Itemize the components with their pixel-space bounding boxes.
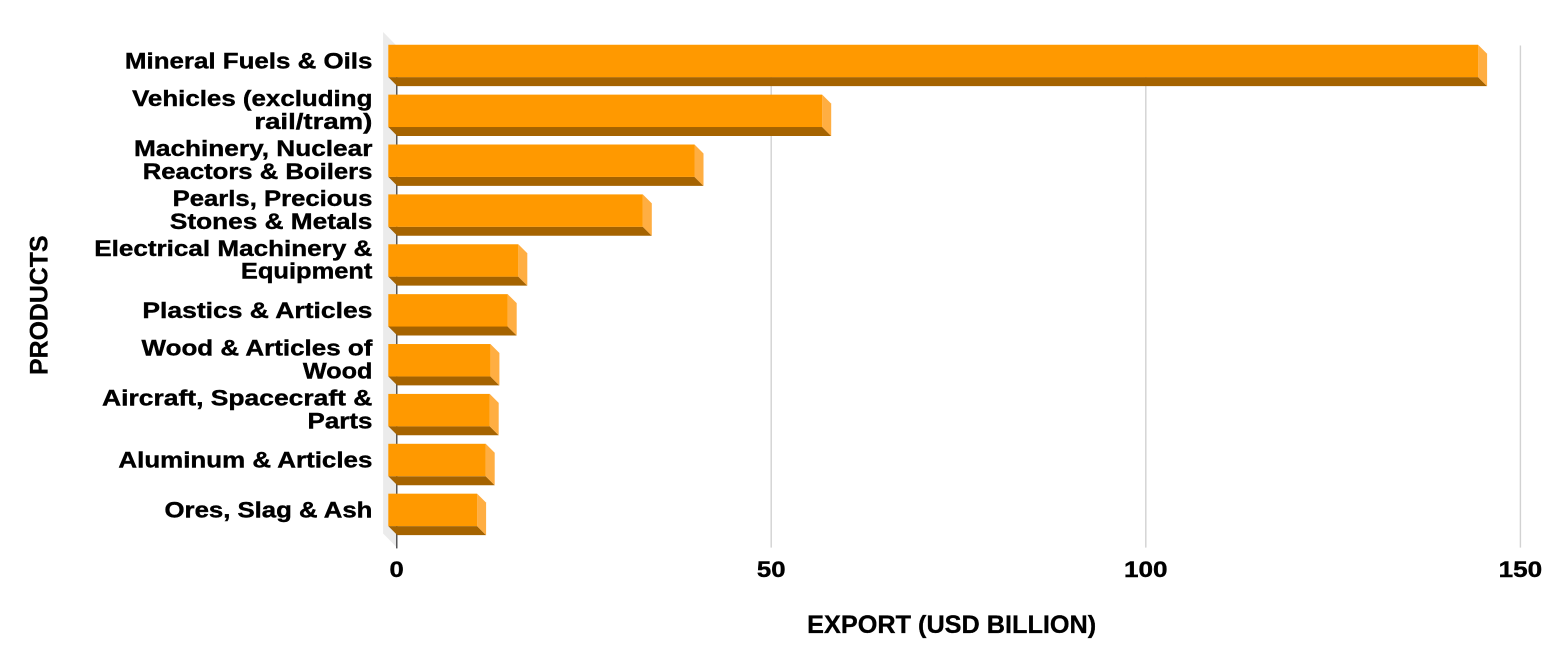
svg-text:Pearls, Precious: Pearls, Precious bbox=[173, 186, 373, 211]
svg-text:100: 100 bbox=[1124, 557, 1168, 582]
svg-text:50: 50 bbox=[757, 557, 786, 582]
svg-text:Vehicles (excluding: Vehicles (excluding bbox=[132, 86, 372, 111]
svg-text:Machinery, Nuclear: Machinery, Nuclear bbox=[134, 136, 373, 161]
svg-text:Parts: Parts bbox=[308, 408, 373, 433]
svg-text:Aircraft, Spacecraft &: Aircraft, Spacecraft & bbox=[102, 386, 372, 411]
svg-text:Wood & Articles of: Wood & Articles of bbox=[142, 336, 373, 361]
svg-text:Aluminum & Articles: Aluminum & Articles bbox=[118, 447, 372, 472]
svg-text:150: 150 bbox=[1499, 557, 1543, 582]
svg-text:Wood: Wood bbox=[303, 358, 372, 383]
svg-text:Mineral Fuels & Oils: Mineral Fuels & Oils bbox=[125, 48, 372, 73]
svg-text:Electrical Machinery &: Electrical Machinery & bbox=[94, 236, 372, 261]
svg-text:EXPORT (USD BILLION): EXPORT (USD BILLION) bbox=[807, 611, 1096, 639]
svg-text:Ores, Slag & Ash: Ores, Slag & Ash bbox=[165, 497, 373, 522]
svg-text:rail/tram): rail/tram) bbox=[254, 109, 372, 134]
svg-text:Equipment: Equipment bbox=[241, 259, 373, 284]
svg-text:Stones & Metals: Stones & Metals bbox=[170, 209, 372, 234]
svg-text:Reactors & Boilers: Reactors & Boilers bbox=[143, 159, 373, 184]
svg-text:PRODUCTS: PRODUCTS bbox=[26, 235, 54, 375]
svg-text:Plastics & Articles: Plastics & Articles bbox=[142, 298, 372, 323]
svg-text:0: 0 bbox=[390, 557, 404, 582]
